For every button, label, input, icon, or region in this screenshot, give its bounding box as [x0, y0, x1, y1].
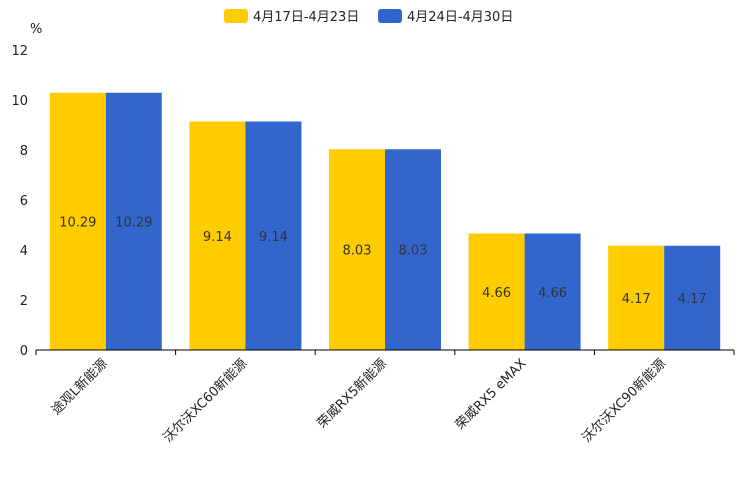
x-tick-label: 荣威RX5 eMAX	[453, 356, 530, 433]
bar-series1-3	[329, 149, 385, 350]
y-tick-label: 10	[11, 94, 28, 109]
legend-label: 4月24日-4月30日	[407, 10, 513, 25]
data-label: 4.17	[622, 292, 651, 307]
y-tick-label: 12	[11, 44, 28, 59]
bar-series2-2	[245, 121, 302, 350]
x-tick-label: 途观L新能源	[48, 356, 110, 418]
x-tick-label: 沃尔沃XC90新能源	[579, 356, 669, 446]
data-label: 10.29	[115, 215, 152, 230]
bar-series2-1	[105, 92, 162, 350]
legend-swatch	[224, 9, 248, 23]
bar-series1-2	[189, 121, 246, 350]
data-label: 8.03	[343, 244, 372, 259]
y-tick-label: 6	[20, 194, 28, 209]
legend-swatch	[378, 9, 402, 23]
x-tick-label: 荣威RX5新能源	[314, 356, 390, 432]
data-label: 9.14	[203, 230, 232, 245]
y-tick-label: 0	[20, 344, 28, 359]
data-label: 8.03	[399, 244, 428, 259]
bar-series2-3	[385, 149, 441, 350]
data-label: 4.17	[678, 292, 707, 307]
bars	[49, 92, 721, 350]
data-label: 10.29	[59, 215, 96, 230]
data-label: 9.14	[259, 230, 288, 245]
y-tick-label: 4	[20, 244, 28, 259]
legend: 4月17日-4月23日 4月24日-4月30日	[224, 9, 513, 25]
data-labels: 10.29 10.29 9.14 9.14 8.03 8.03 4.66 4.66 4.17 4.…	[59, 215, 706, 307]
y-tick-label: 8	[20, 144, 28, 159]
data-label: 4.66	[482, 286, 511, 301]
y-axis: 0 2 4 6 8 10 12	[11, 44, 28, 359]
x-tick-label: 沃尔沃XC60新能源	[160, 356, 250, 446]
bar-series1-4	[468, 233, 525, 350]
y-tick-label: 2	[20, 294, 28, 309]
bar-series2-5	[664, 245, 721, 350]
bar-series1-5	[608, 245, 665, 350]
bar-series2-4	[524, 233, 581, 350]
y-axis-label: %	[30, 22, 42, 37]
data-label: 4.66	[538, 286, 567, 301]
x-axis: 途观L新能源 沃尔沃XC60新能源 荣威RX5新能源 荣威RX5 eMAX 沃尔沃XC9…	[35, 350, 735, 446]
bar-series1-1	[49, 92, 106, 350]
legend-label: 4月17日-4月23日	[253, 10, 359, 25]
